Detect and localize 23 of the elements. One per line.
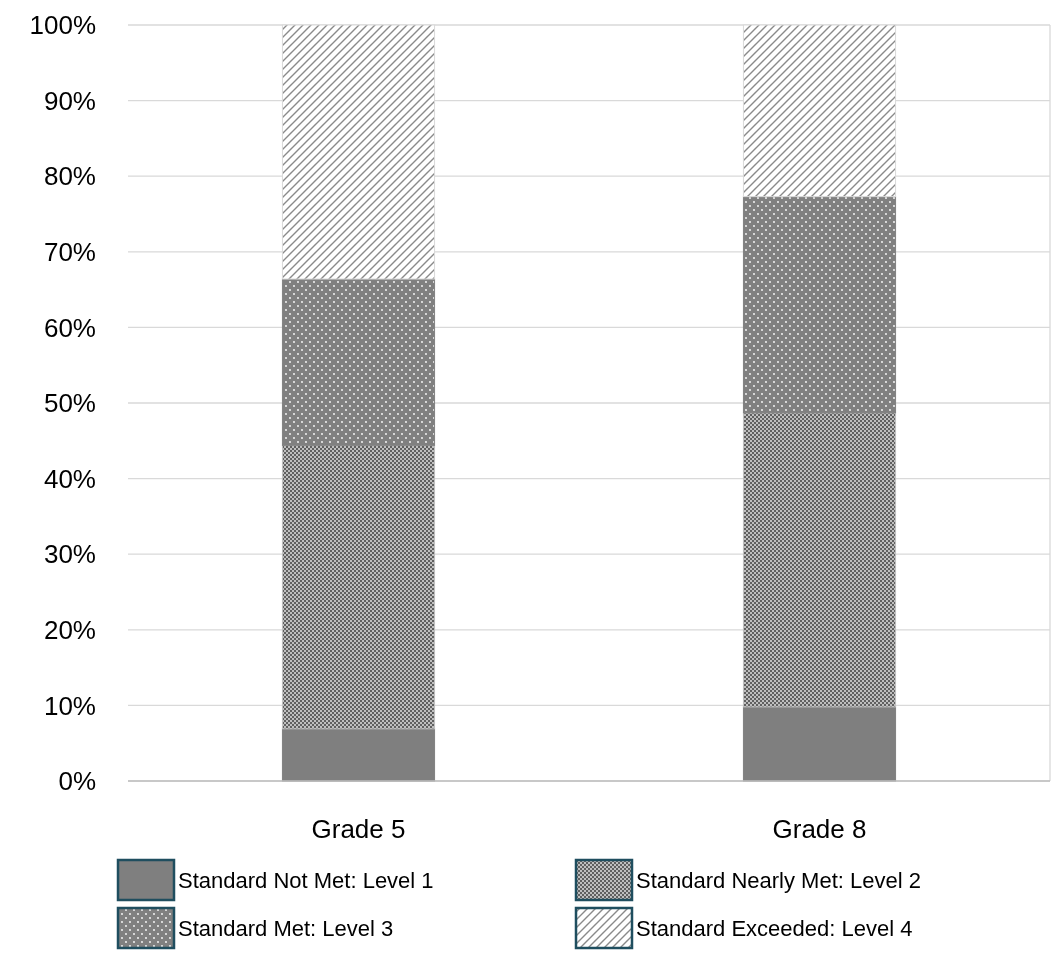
y-tick-label: 80% bbox=[43, 161, 96, 192]
legend-label: Standard Met: Level 3 bbox=[178, 915, 394, 941]
legend-label: Standard Not Met: Level 1 bbox=[178, 867, 434, 893]
y-tick-label: 90% bbox=[43, 85, 96, 116]
legend-label: Standard Nearly Met: Level 2 bbox=[636, 867, 921, 893]
x-tick-label: Grade 8 bbox=[772, 814, 867, 844]
y-tick-label: 100% bbox=[29, 10, 96, 41]
bar bbox=[742, 196, 897, 414]
y-tick-label: 70% bbox=[43, 236, 96, 267]
y-tick-label: 60% bbox=[43, 312, 96, 343]
bar bbox=[742, 706, 897, 782]
bar bbox=[281, 278, 436, 446]
bar bbox=[742, 412, 897, 708]
y-tick-label: 40% bbox=[43, 463, 96, 494]
legend-label: Standard Exceeded: Level 4 bbox=[636, 915, 913, 941]
bar bbox=[281, 728, 436, 782]
y-tick-label: 0% bbox=[58, 766, 96, 797]
x-tick-label: Grade 5 bbox=[311, 814, 406, 844]
y-tick-label: 30% bbox=[43, 539, 96, 570]
y-tick-label: 20% bbox=[43, 614, 96, 645]
y-tick-label: 50% bbox=[43, 388, 96, 419]
bar bbox=[281, 444, 436, 730]
y-tick-label: 10% bbox=[43, 690, 96, 721]
